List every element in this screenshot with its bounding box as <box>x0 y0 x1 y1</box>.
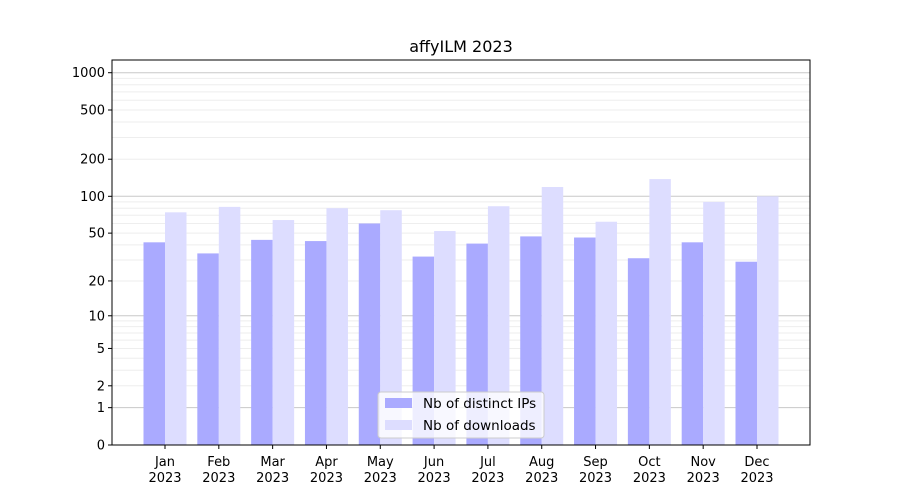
x-tick-label: May 2023 <box>364 455 397 486</box>
y-tick-label: 5 <box>97 342 105 357</box>
bar-downloads <box>649 179 671 445</box>
x-tick-label: Oct 2023 <box>633 455 666 486</box>
x-tick-label: Sep 2023 <box>579 455 612 486</box>
x-tick-label: Aug 2023 <box>525 455 558 486</box>
legend-swatch-ips <box>385 398 412 408</box>
bar-downloads <box>595 221 618 445</box>
bar-downloads <box>380 210 402 445</box>
bar-ips <box>197 253 219 445</box>
bar-ips <box>735 261 757 445</box>
x-tick-label: Jul 2023 <box>471 455 504 486</box>
legend: Nb of distinct IPs Nb of downloads <box>377 391 545 439</box>
bar-downloads <box>272 220 295 445</box>
x-tick-label: Apr 2023 <box>310 455 343 486</box>
y-axis: 0 1 2 5 10 20 50 100 200 500 1000 <box>72 66 112 454</box>
plot-frame <box>111 59 811 446</box>
y-tick-label: 1000 <box>72 66 105 81</box>
bar-downloads <box>165 212 187 445</box>
legend-label-ips: Nb of distinct IPs <box>423 396 536 412</box>
bar-downloads <box>487 206 510 445</box>
bar-ips <box>574 237 596 445</box>
bar-ips <box>251 239 273 445</box>
bar-ips <box>627 258 650 445</box>
x-tick-label: Dec 2023 <box>740 455 773 486</box>
y-tick-label: 100 <box>80 190 105 205</box>
x-tick-label: Feb 2023 <box>202 455 235 486</box>
bar-ips <box>681 242 704 445</box>
bar-downloads <box>703 201 725 445</box>
chart-title: affyILM 2023 <box>409 37 513 56</box>
y-tick-label: 200 <box>80 153 105 168</box>
y-tick-label: 0 <box>97 439 105 454</box>
x-axis: Jan 2023 Feb 2023 Mar 2023 Apr 2023 May 2023 Jun 20… <box>148 445 774 486</box>
x-tick-label: Mar 2023 <box>256 455 289 486</box>
bar-ips <box>304 241 327 445</box>
y-tick-label: 1 <box>97 401 105 416</box>
bar-downloads <box>218 206 241 445</box>
x-tick-label: Jun 2023 <box>418 455 451 486</box>
legend-swatch-downloads <box>385 420 412 430</box>
y-tick-label: 2 <box>97 379 105 394</box>
bar-downloads <box>326 208 348 445</box>
y-tick-label: 500 <box>80 104 105 119</box>
legend-label-downloads: Nb of downloads <box>423 418 536 434</box>
y-tick-label: 20 <box>88 274 105 289</box>
bar-downloads <box>757 196 779 445</box>
y-tick-label: 50 <box>88 227 105 242</box>
bar-downloads <box>541 187 564 445</box>
x-tick-label: Jan 2023 <box>148 455 181 486</box>
bar-ips <box>143 242 165 445</box>
x-tick-label: Nov 2023 <box>687 455 720 486</box>
y-tick-label: 10 <box>88 309 105 324</box>
bar-ips <box>358 223 381 445</box>
legend-box <box>377 391 545 439</box>
